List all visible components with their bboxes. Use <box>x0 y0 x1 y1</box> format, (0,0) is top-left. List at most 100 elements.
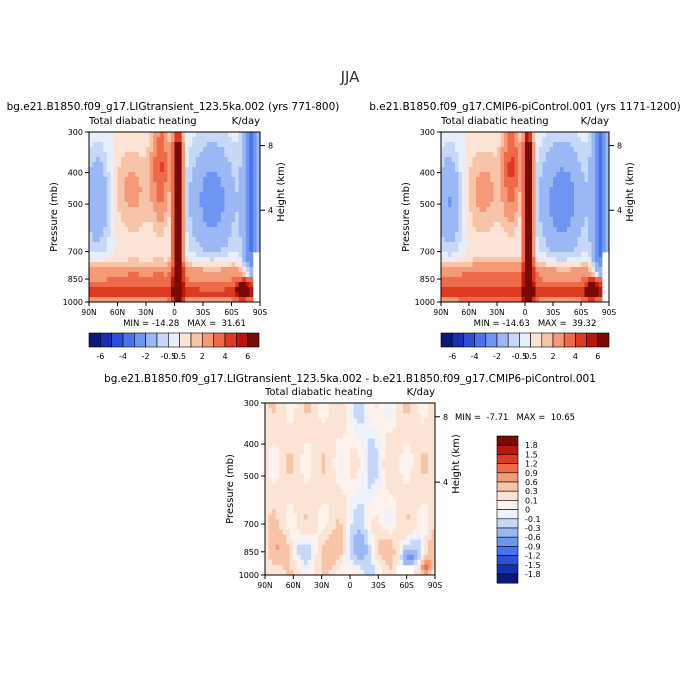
heatmap-cell <box>282 529 287 535</box>
heatmap-cell <box>371 453 376 460</box>
heatmap-cell <box>286 499 291 505</box>
heatmap-cell <box>581 152 585 158</box>
heatmap-cell <box>424 489 429 495</box>
heatmap-cell <box>364 418 369 424</box>
heatmap-cell <box>532 287 536 293</box>
heatmap-cell <box>342 509 347 515</box>
heatmap-cell <box>605 212 610 218</box>
heatmap-cell <box>350 524 354 530</box>
heatmap-cell <box>342 494 347 500</box>
heatmap-cell <box>149 227 154 233</box>
heatmap-cell <box>360 544 365 551</box>
heatmap-cell <box>518 157 522 163</box>
heatmap-cell <box>99 172 104 178</box>
heatmap-cell <box>335 443 340 449</box>
heatmap-cell <box>99 262 104 268</box>
heatmap-cell <box>235 192 240 198</box>
heatmap-cell <box>577 142 582 148</box>
heatmap-cell <box>413 549 418 556</box>
heatmap-cell <box>167 242 172 248</box>
heatmap-cell <box>591 212 596 218</box>
heatmap-cell <box>399 494 404 500</box>
heatmap-cell <box>153 162 158 168</box>
heatmap-cell <box>149 252 154 258</box>
heatmap-cell <box>479 177 484 183</box>
heatmap-cell <box>388 443 393 449</box>
heatmap-cell <box>535 142 540 148</box>
heatmap-cell <box>472 227 477 233</box>
heatmap-cell <box>213 257 218 263</box>
heatmap-cell <box>532 187 536 193</box>
heatmap-cell <box>311 499 315 505</box>
heatmap-cell <box>307 423 312 429</box>
heatmap-cell <box>455 147 459 153</box>
heatmap-cell <box>185 132 190 138</box>
heatmap-cell <box>472 287 477 293</box>
heatmap-cell <box>511 237 515 243</box>
heatmap-cell <box>595 227 599 233</box>
heatmap-cell <box>357 554 362 561</box>
heatmap-cell <box>420 509 425 515</box>
heatmap-cell <box>131 292 136 298</box>
heatmap-cell <box>410 483 415 490</box>
heatmap-cell <box>374 458 379 465</box>
heatmap-cell <box>353 499 358 505</box>
heatmap-cell <box>507 267 512 273</box>
heatmap-cell <box>124 297 129 303</box>
heatmap-cell <box>128 262 133 268</box>
heatmap-cell <box>339 494 344 500</box>
heatmap-cell <box>591 257 596 263</box>
heatmap-cell <box>490 237 494 243</box>
heatmap-cell <box>170 297 175 303</box>
heatmap-cell <box>360 539 365 546</box>
heatmap-cell <box>106 132 111 138</box>
heatmap-cell <box>149 172 154 178</box>
heatmap-cell <box>170 277 175 283</box>
heatmap-cell <box>231 282 236 288</box>
heatmap-cell <box>242 147 247 153</box>
heatmap-cell <box>556 192 561 198</box>
heatmap-cell <box>403 433 408 439</box>
heatmap-cell <box>149 217 154 223</box>
heatmap-cell <box>231 232 236 238</box>
heatmap-cell <box>588 157 592 163</box>
heatmap-cell <box>110 287 115 293</box>
heatmap-cell <box>325 554 330 561</box>
heatmap-cell <box>472 282 477 288</box>
heatmap-cell <box>146 227 150 233</box>
heatmap-cell <box>99 202 104 208</box>
heatmap-cell <box>424 403 429 409</box>
heatmap-cell <box>265 478 269 485</box>
heatmap-cell <box>268 423 273 429</box>
heatmap-cell <box>472 272 477 278</box>
heatmap-cell <box>602 152 606 158</box>
heatmap-cell <box>220 232 225 238</box>
heatmap-cell <box>493 227 498 233</box>
heatmap-cell <box>293 559 298 566</box>
heatmap-cell <box>103 227 108 233</box>
heatmap-cell <box>220 257 225 263</box>
y-right-tick-label: 4 <box>268 206 273 215</box>
heatmap-cell <box>546 232 550 238</box>
heatmap-cell <box>431 443 436 449</box>
heatmap-cell <box>563 177 568 183</box>
heatmap-cell <box>268 418 273 424</box>
heatmap-cell <box>598 222 603 228</box>
heatmap-cell <box>231 247 236 253</box>
heatmap-cell <box>486 162 491 168</box>
heatmap-cell <box>497 162 501 168</box>
heatmap-cell <box>192 222 197 228</box>
heatmap-cell <box>153 227 158 233</box>
heatmap-cell <box>525 222 529 228</box>
heatmap-cell <box>493 262 498 268</box>
heatmap-cell <box>469 217 473 223</box>
heatmap-cell <box>124 292 129 298</box>
heatmap-cell <box>282 524 287 530</box>
heatmap-cell <box>353 544 358 551</box>
heatmap-cell <box>121 152 126 158</box>
heatmap-cell <box>581 162 585 168</box>
heatmap-cell <box>381 438 386 444</box>
heatmap-cell <box>528 157 533 163</box>
heatmap-cell <box>235 257 240 263</box>
heatmap-cell <box>167 207 172 213</box>
